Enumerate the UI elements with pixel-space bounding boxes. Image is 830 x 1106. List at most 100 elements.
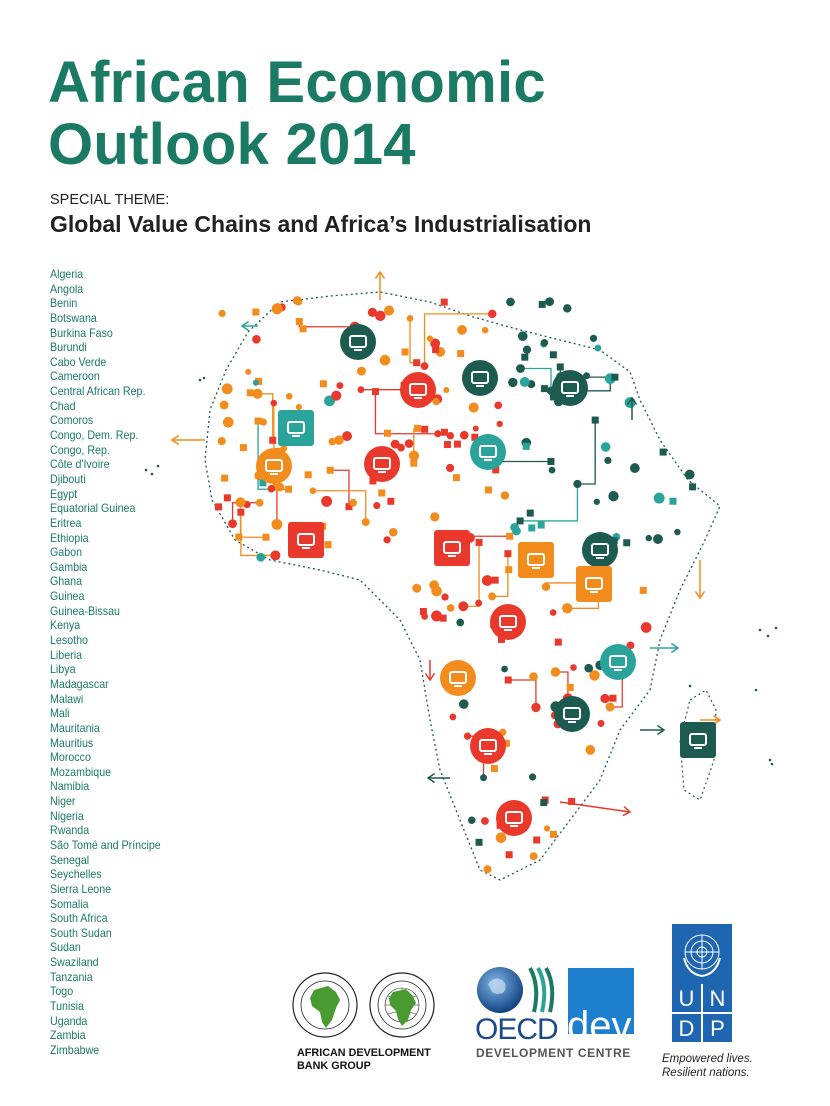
network-node [384, 305, 395, 316]
network-node [467, 816, 476, 825]
network-line [271, 488, 278, 525]
network-node [504, 550, 512, 558]
island-dot [198, 378, 202, 382]
network-node [624, 397, 636, 409]
network-node [608, 490, 619, 502]
country-item: Ethiopia [50, 531, 89, 545]
network-node [246, 389, 254, 397]
network-node [600, 442, 611, 452]
afdb-name-line-2: BANK GROUP [297, 1060, 371, 1072]
mobile-icon [680, 722, 716, 758]
afdb-name: AFRICAN DEVELOPMENT BANK GROUP [297, 1047, 431, 1073]
car-icon [470, 728, 506, 764]
network-node [597, 719, 605, 727]
country-item: Mauritania [50, 721, 100, 735]
country-item: Benin [50, 297, 78, 311]
island-dot [150, 472, 154, 476]
network-node [684, 469, 695, 480]
music-icon-glyph [479, 445, 497, 458]
network-node [378, 489, 386, 497]
network-node [471, 433, 479, 441]
network-node [252, 308, 260, 316]
network-node [491, 576, 499, 584]
undp-tagline: Empowered lives. Resilient nations. [662, 1052, 753, 1080]
network-node [505, 566, 513, 574]
network-node [472, 425, 479, 432]
network-node [519, 377, 530, 387]
country-item: Rwanda [50, 824, 90, 838]
flow-arrowhead [426, 772, 436, 784]
island-dot [156, 464, 160, 468]
country-item: Congo, Rep. [50, 443, 110, 457]
network-node [331, 390, 342, 401]
title-line-1: African Economic [48, 50, 546, 115]
wifi-icon-glyph [591, 543, 609, 556]
network-node [434, 430, 442, 438]
country-item: Egypt [50, 487, 78, 501]
network-node [485, 486, 493, 494]
network-node [457, 325, 467, 335]
network-node [570, 664, 577, 671]
network-line [239, 502, 266, 538]
network-line [298, 321, 355, 328]
island-dot [144, 468, 148, 472]
network-node [270, 399, 278, 407]
country-item: Zimbabwe [50, 1043, 100, 1057]
network-node [217, 437, 226, 446]
network-node [508, 377, 518, 388]
network-node [501, 665, 508, 673]
car-icon [340, 324, 376, 360]
network-node [449, 713, 457, 721]
network-line [520, 367, 552, 391]
network-node [600, 693, 610, 704]
flow-arrow-line [559, 801, 631, 813]
house-icon-glyph [409, 383, 427, 396]
network-node [367, 307, 378, 318]
network-node [490, 765, 498, 773]
network-node [432, 346, 440, 354]
undp-letter-u: U [678, 986, 695, 1011]
network-node [309, 487, 317, 495]
phone-icon [552, 370, 588, 406]
network-node [401, 348, 409, 356]
afdb-seal-left [292, 972, 358, 1038]
network-node [480, 774, 488, 782]
network-line [330, 469, 350, 507]
network-node [222, 416, 234, 428]
network-node [456, 618, 465, 627]
network-node [336, 382, 344, 390]
network-line [313, 490, 367, 523]
network-node [494, 401, 503, 410]
network-node [594, 344, 602, 352]
network-node [304, 471, 312, 479]
country-item: Angola [50, 282, 84, 296]
flow-arrowhead [424, 672, 436, 682]
excavator-icon-glyph [609, 655, 627, 668]
network-node [611, 373, 619, 381]
network-node [239, 444, 247, 452]
car-icon-glyph [349, 335, 367, 348]
network-node [295, 403, 302, 411]
drill-icon-glyph [563, 707, 581, 720]
car-icon-glyph [479, 739, 497, 752]
undp-tagline-line-1: Empowered lives. [662, 1053, 753, 1065]
afdb-logo [292, 972, 435, 1038]
country-item: Malawi [50, 692, 84, 706]
network-node [554, 638, 562, 646]
network-node [459, 699, 469, 709]
country-item: Tanzania [50, 970, 93, 984]
network-node [252, 388, 263, 399]
flow-arrowhead [670, 642, 680, 654]
network-node [510, 522, 519, 532]
tshirt-icon-glyph [443, 541, 461, 554]
network-node [545, 297, 555, 307]
network-node [516, 517, 524, 525]
network-node [375, 310, 386, 321]
network-node [431, 610, 443, 622]
country-item: Côte d'Ivoire [50, 458, 110, 472]
country-item: Chad [50, 399, 76, 413]
network-node [262, 533, 270, 541]
network-node [528, 773, 537, 781]
network-node [475, 538, 483, 546]
network-node [397, 443, 405, 452]
